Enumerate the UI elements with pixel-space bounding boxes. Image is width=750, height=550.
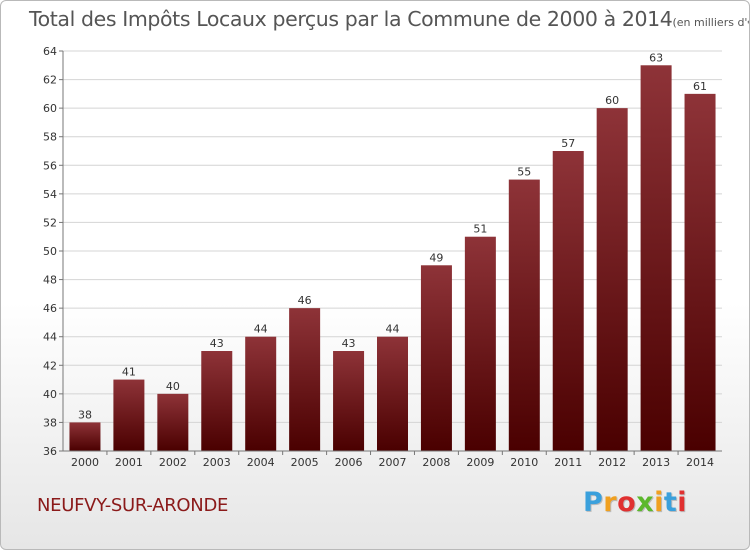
x-tick-label: 2002 xyxy=(159,456,187,469)
bar-2000 xyxy=(69,422,101,451)
x-tick-label: 2004 xyxy=(247,456,275,469)
bar-value-label: 40 xyxy=(166,380,180,393)
bar-value-label: 44 xyxy=(254,323,268,336)
x-tick-label: 2012 xyxy=(598,456,626,469)
bar-value-label: 41 xyxy=(122,366,136,379)
x-tick-label: 2009 xyxy=(466,456,494,469)
y-tick-label: 62 xyxy=(43,74,57,87)
x-tick-label: 2000 xyxy=(71,456,99,469)
bar-2001 xyxy=(113,379,145,451)
commune-name: NEUFVY-SUR-ARONDE xyxy=(37,495,229,516)
logo-letter: i xyxy=(654,487,664,518)
y-tick-label: 60 xyxy=(43,102,57,115)
x-tick-label: 2007 xyxy=(379,456,407,469)
bar-2004 xyxy=(245,336,277,451)
bar-2002 xyxy=(157,393,189,451)
bar-value-label: 46 xyxy=(298,294,312,307)
y-tick-label: 48 xyxy=(43,274,57,287)
bar-2009 xyxy=(464,236,496,451)
logo-letter: o xyxy=(617,487,637,518)
y-tick-label: 44 xyxy=(43,331,57,344)
y-tick-label: 40 xyxy=(43,388,57,401)
bar-value-label: 49 xyxy=(429,251,443,264)
x-tick-label: 2006 xyxy=(335,456,363,469)
x-tick-label: 2010 xyxy=(510,456,538,469)
chart-title: Total des Impôts Locaux perçus par la Co… xyxy=(29,7,749,31)
x-tick-label: 2001 xyxy=(115,456,143,469)
y-tick-label: 42 xyxy=(43,359,57,372)
bar-2011 xyxy=(552,151,584,451)
bar-value-label: 55 xyxy=(517,166,531,179)
bar-value-label: 43 xyxy=(342,337,356,350)
bar-value-label: 38 xyxy=(78,408,92,421)
bar-2008 xyxy=(420,265,452,451)
y-tick-label: 64 xyxy=(43,45,57,58)
bar-2003 xyxy=(201,351,233,451)
y-tick-label: 58 xyxy=(43,131,57,144)
bar-2013 xyxy=(640,65,672,452)
y-axis-ticks: 36 38 40 42 44 46 48 50 52 54 56 58 60 62 64 xyxy=(43,45,63,458)
chart-title-main: Total des Impôts Locaux perçus par la Co… xyxy=(29,7,673,31)
y-tick-label: 50 xyxy=(43,245,57,258)
bar-value-label: 61 xyxy=(693,80,707,93)
bar-2014 xyxy=(684,93,716,451)
logo-letter: i xyxy=(677,487,688,518)
bar-value-label: 60 xyxy=(605,94,619,107)
x-tick-label: 2003 xyxy=(203,456,231,469)
bar-value-label: 51 xyxy=(473,223,487,236)
x-tick-label: 2005 xyxy=(291,456,319,469)
x-tick-label: 2014 xyxy=(686,456,714,469)
bars xyxy=(69,65,716,452)
y-tick-label: 38 xyxy=(43,416,57,429)
x-tick-label: 2011 xyxy=(554,456,582,469)
proxiti-logo: Proxiti xyxy=(583,487,687,518)
bar-2006 xyxy=(333,351,365,451)
x-tick-label: 2008 xyxy=(422,456,450,469)
bar-2007 xyxy=(377,336,408,451)
bar-value-label: 44 xyxy=(386,323,400,336)
y-tick-label: 54 xyxy=(43,188,57,201)
bar-value-label: 57 xyxy=(561,137,575,150)
bar-labels: 38 41 40 43 44 46 43 44 49 51 55 57 60 63 61 xyxy=(78,51,707,421)
logo-letter: P xyxy=(583,487,604,518)
axes xyxy=(62,51,722,452)
y-tick-label: 46 xyxy=(43,302,57,315)
logo-letter: x xyxy=(636,487,655,518)
x-axis-ticks: 2000 2001 2002 2003 2004 2005 2006 2007 2008 2009… xyxy=(71,451,714,469)
bar-value-label: 63 xyxy=(649,51,663,64)
bar-2012 xyxy=(596,108,628,452)
logo-letter: t xyxy=(663,487,678,518)
x-tick-label: 2013 xyxy=(642,456,670,469)
logo-letter: r xyxy=(603,487,618,518)
y-tick-label: 52 xyxy=(43,216,57,229)
y-tick-label: 36 xyxy=(43,445,57,458)
bar-2005 xyxy=(289,308,321,451)
bar-2010 xyxy=(508,179,540,452)
chart-title-unit: (en milliers d'€) xyxy=(672,16,749,29)
bar-value-label: 43 xyxy=(210,337,224,350)
y-tick-label: 56 xyxy=(43,159,57,172)
